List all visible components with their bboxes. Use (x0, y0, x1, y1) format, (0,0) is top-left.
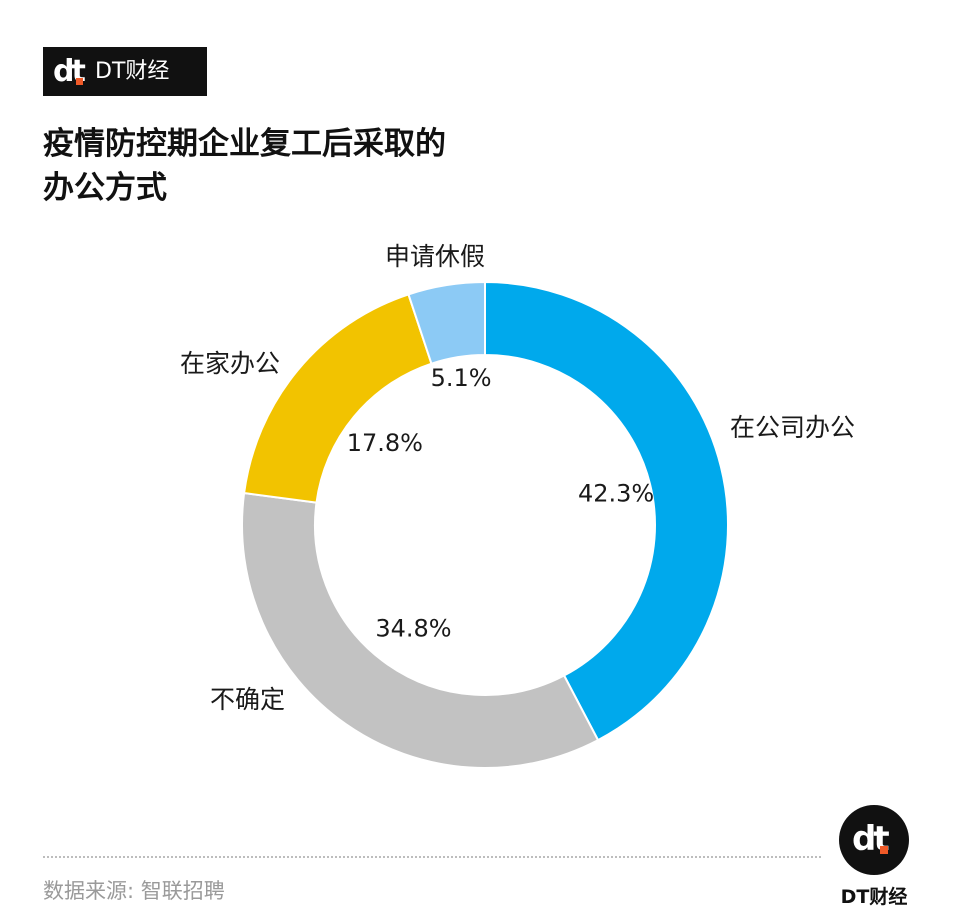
chart-title: 疫情防控期企业复工后采取的 办公方式 (43, 122, 563, 210)
divider (43, 856, 821, 858)
footer-logo-name: DT财经 (840, 886, 908, 908)
brand-dot-icon (76, 78, 83, 85)
donut-slice (484, 280, 729, 742)
donut-slice (407, 280, 486, 365)
data-source: 数据来源: 智联招聘 (43, 879, 225, 903)
title-line-1: 疫情防控期企业复工后采取的 (43, 126, 446, 162)
slice-value-label: 5.1% (431, 364, 492, 392)
title-line-2: 办公方式 (43, 170, 167, 206)
footer-logo-icon: dt (839, 805, 909, 875)
slice-category-label: 不确定 (210, 685, 285, 714)
slice-value-label: 17.8% (347, 429, 423, 457)
donut-labels: 42.3% 在公司办公 34.8% 不确定 17.8% 在家办公 5.1% 申请休假 (180, 242, 855, 714)
donut-slice (242, 293, 433, 504)
donut-slice (241, 491, 600, 769)
brand-logo: dt DT财经 (43, 47, 207, 96)
slice-value-label: 42.3% (578, 480, 654, 508)
slice-category-label: 申请休假 (385, 242, 485, 271)
slice-value-label: 34.8% (375, 614, 451, 642)
donut-slices (241, 280, 729, 769)
slice-category-label: 在公司办公 (730, 413, 855, 442)
brand-name: DT财经 (95, 59, 170, 84)
slice-category-label: 在家办公 (180, 349, 280, 378)
footer-logo-dot-icon (880, 846, 888, 854)
